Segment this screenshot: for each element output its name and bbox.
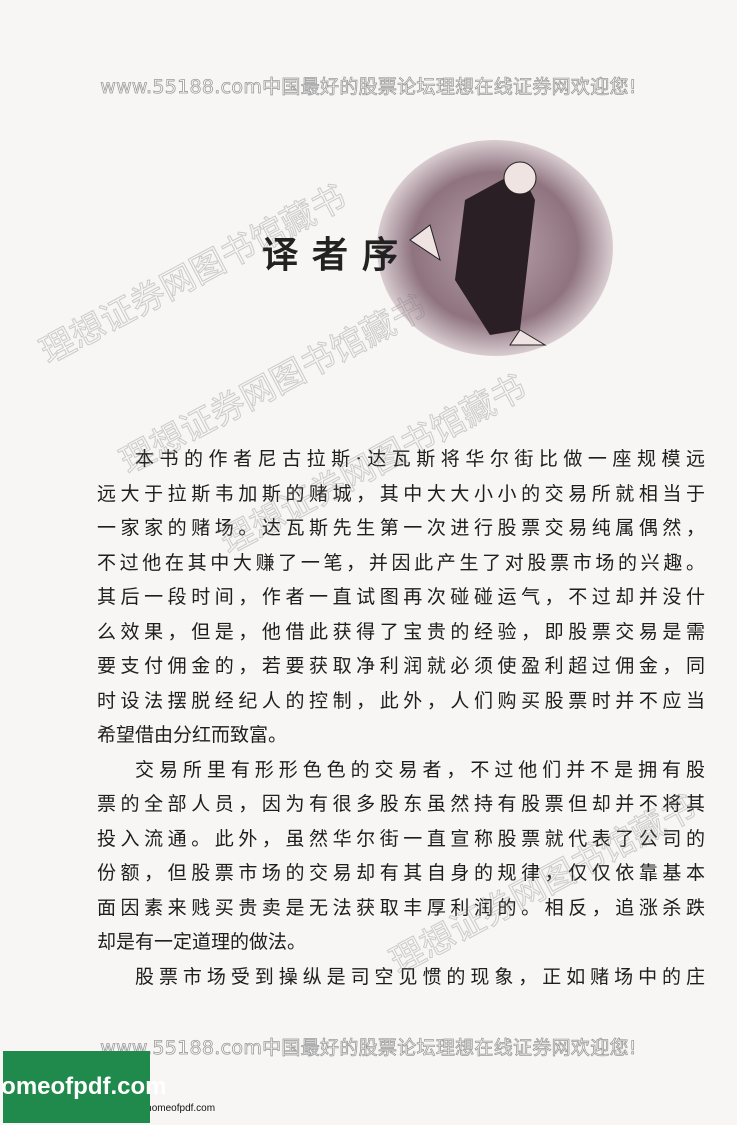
footer-watermark: www.55188.com中国最好的股票论坛理想在线证券网欢迎您! [100, 1037, 637, 1060]
header-watermark: www.55188.com中国最好的股票论坛理想在线证券网欢迎您! [100, 76, 637, 99]
text-line: 票的全部人员，因为有很多股东虽然持有股票但却并不将其 [97, 793, 705, 815]
text-line: 不过他在其中大赚了一笔，并因此产生了对股票市场的兴趣。 [97, 551, 705, 574]
text-line: 却是有一定道理的做法。 [97, 931, 307, 953]
text-line: 远大于拉斯韦加斯的赌城，其中大大小小的交易所就相当于 [97, 482, 705, 505]
title: 译者序 [262, 234, 413, 276]
text-line: 股票市场受到操纵是司空见惯的现象，正如赌场中的庄 [135, 965, 705, 988]
site-badge: homeofpdf.com [0, 1051, 167, 1123]
text-line: 交易所里有形形色色的交易者，不过他们并不是拥有股 [135, 758, 705, 781]
text-line: 要支付佣金的，若要获取净利润就必须使盈利超过佣金，同 [97, 655, 705, 677]
text-line: 时设法摆脱经纪人的控制，此外，人们购买股票时并不应当 [97, 689, 705, 712]
text-line: 其后一段时间，作者一直试图再次碰碰运气，不过却并没什 [97, 586, 705, 608]
text-line: 投入流通。此外，虽然华尔街一直宣称股票就代表了公司的 [97, 827, 705, 850]
text-line: 一家家的赌场。达瓦斯先生第一次进行股票交易纯属偶然， [97, 517, 705, 539]
text-line: 本书的作者尼古拉斯·达瓦斯将华尔街比做一座规模远 [135, 448, 705, 470]
illustration [377, 140, 613, 356]
text-line: 么效果，但是，他借此获得了宝贵的经验，即股票交易是需 [97, 620, 705, 643]
text-line: 份额，但股票市场的交易却有其自身的规律，仅仅依靠基本 [97, 862, 705, 884]
text-line: 希望借由分红而致富。 [97, 724, 288, 746]
text-line: 面因素来贱买贵卖是无法获取丰厚利润的。相反，追涨杀跌 [97, 896, 705, 919]
